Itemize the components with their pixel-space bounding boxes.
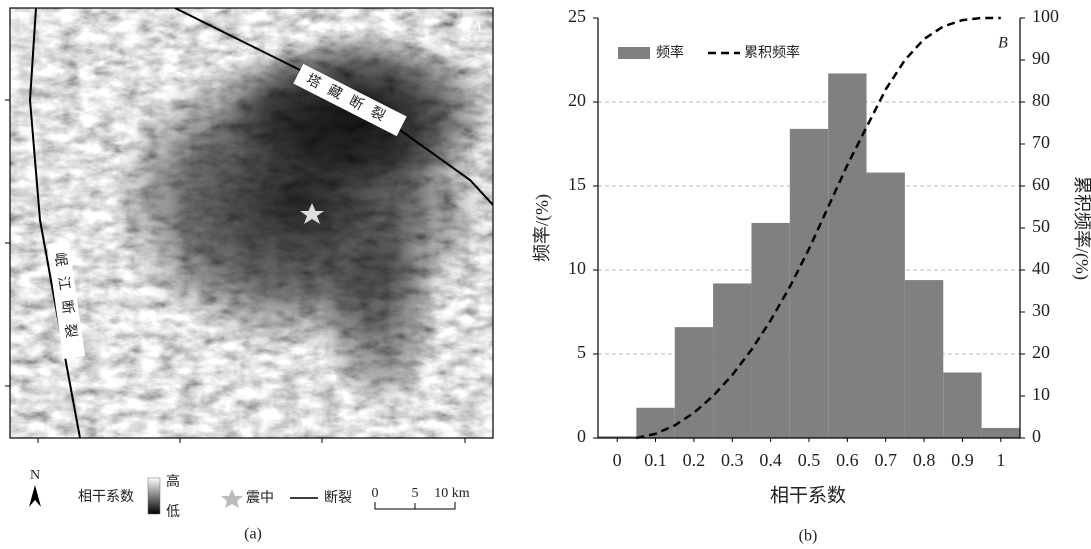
x-tick-label: 0.3 <box>721 450 744 470</box>
scale-label: 5 <box>412 486 419 501</box>
map-ticks <box>5 99 466 443</box>
legend-text: 低 <box>166 504 180 520</box>
caption: (b) <box>799 528 818 545</box>
y-tick-label: 0 <box>577 426 586 446</box>
y-tick-label: 25 <box>568 6 586 26</box>
x-tick-label: 0.5 <box>798 450 821 470</box>
legend-text: 高 <box>166 473 180 490</box>
caption: (a) <box>244 526 262 543</box>
x-tick-label: 0.4 <box>759 450 782 470</box>
y2-axis-label: 累积频率/(%) <box>1071 176 1091 280</box>
panel-letter: A <box>471 19 482 36</box>
bar <box>713 283 752 438</box>
y2-tick-label: 30 <box>1032 300 1050 320</box>
panel-letter: B <box>998 35 1008 52</box>
map-image <box>10 8 493 438</box>
cumulative-line <box>636 16 1001 440</box>
legend-text: 断裂 <box>324 490 352 506</box>
bar <box>789 128 829 438</box>
y-tick-label: 15 <box>568 174 586 194</box>
y-axis-label: 频率/(%) <box>532 194 553 262</box>
north-arrow <box>29 485 41 507</box>
legend-text: 相干系数 <box>78 489 134 505</box>
bar <box>943 372 982 438</box>
legend-swatch <box>618 47 650 59</box>
map-frame <box>9 7 494 439</box>
label-box <box>293 63 407 137</box>
y2-tick-label: 90 <box>1032 48 1050 68</box>
y2-tick-label: 70 <box>1032 132 1050 152</box>
x-tick-label: 0.6 <box>836 450 859 470</box>
y2-tick-label: 80 <box>1032 90 1050 110</box>
bar <box>674 327 714 438</box>
bar <box>904 280 944 438</box>
bar <box>828 73 867 438</box>
y-tick-label: 5 <box>577 342 586 362</box>
bar <box>981 427 1020 438</box>
x-tick-label: 0 <box>613 450 622 470</box>
legend-star <box>221 489 243 508</box>
y2-tick-label: 40 <box>1032 258 1050 278</box>
colorbar <box>147 477 161 515</box>
y2-tick-label: 0 <box>1032 426 1041 446</box>
y-tick-label: 20 <box>568 90 586 110</box>
bar <box>598 436 637 438</box>
label-box <box>47 241 85 359</box>
y2-tick-label: 60 <box>1032 174 1050 194</box>
x-tick-label: 0.8 <box>913 450 936 470</box>
y2-tick-label: 20 <box>1032 342 1050 362</box>
scale-label: 0 <box>372 486 379 501</box>
legend-text: 震中 <box>246 490 274 506</box>
x-tick-label: 0.1 <box>644 450 667 470</box>
x-axis-label: 相干系数 <box>770 484 846 506</box>
scale-bar <box>374 502 456 510</box>
x-tick-label: 0.9 <box>951 450 974 470</box>
legend-label: 频率 <box>656 44 684 61</box>
epicenter-star <box>300 203 324 224</box>
scale-label: 10 km <box>434 486 470 501</box>
x-tick-label: 0.2 <box>683 450 706 470</box>
x-tick-label: 0.7 <box>874 450 897 470</box>
y2-tick-label: 50 <box>1032 216 1050 236</box>
north-label: N <box>30 468 40 483</box>
bar <box>866 172 905 438</box>
y2-tick-label: 100 <box>1032 6 1059 26</box>
axes <box>597 18 1021 439</box>
y2-tick-label: 10 <box>1032 384 1050 404</box>
y-tick-label: 10 <box>568 258 586 278</box>
legend-label: 累积频率 <box>744 44 800 61</box>
bar <box>751 222 790 438</box>
x-tick-label: 1 <box>996 450 1005 470</box>
